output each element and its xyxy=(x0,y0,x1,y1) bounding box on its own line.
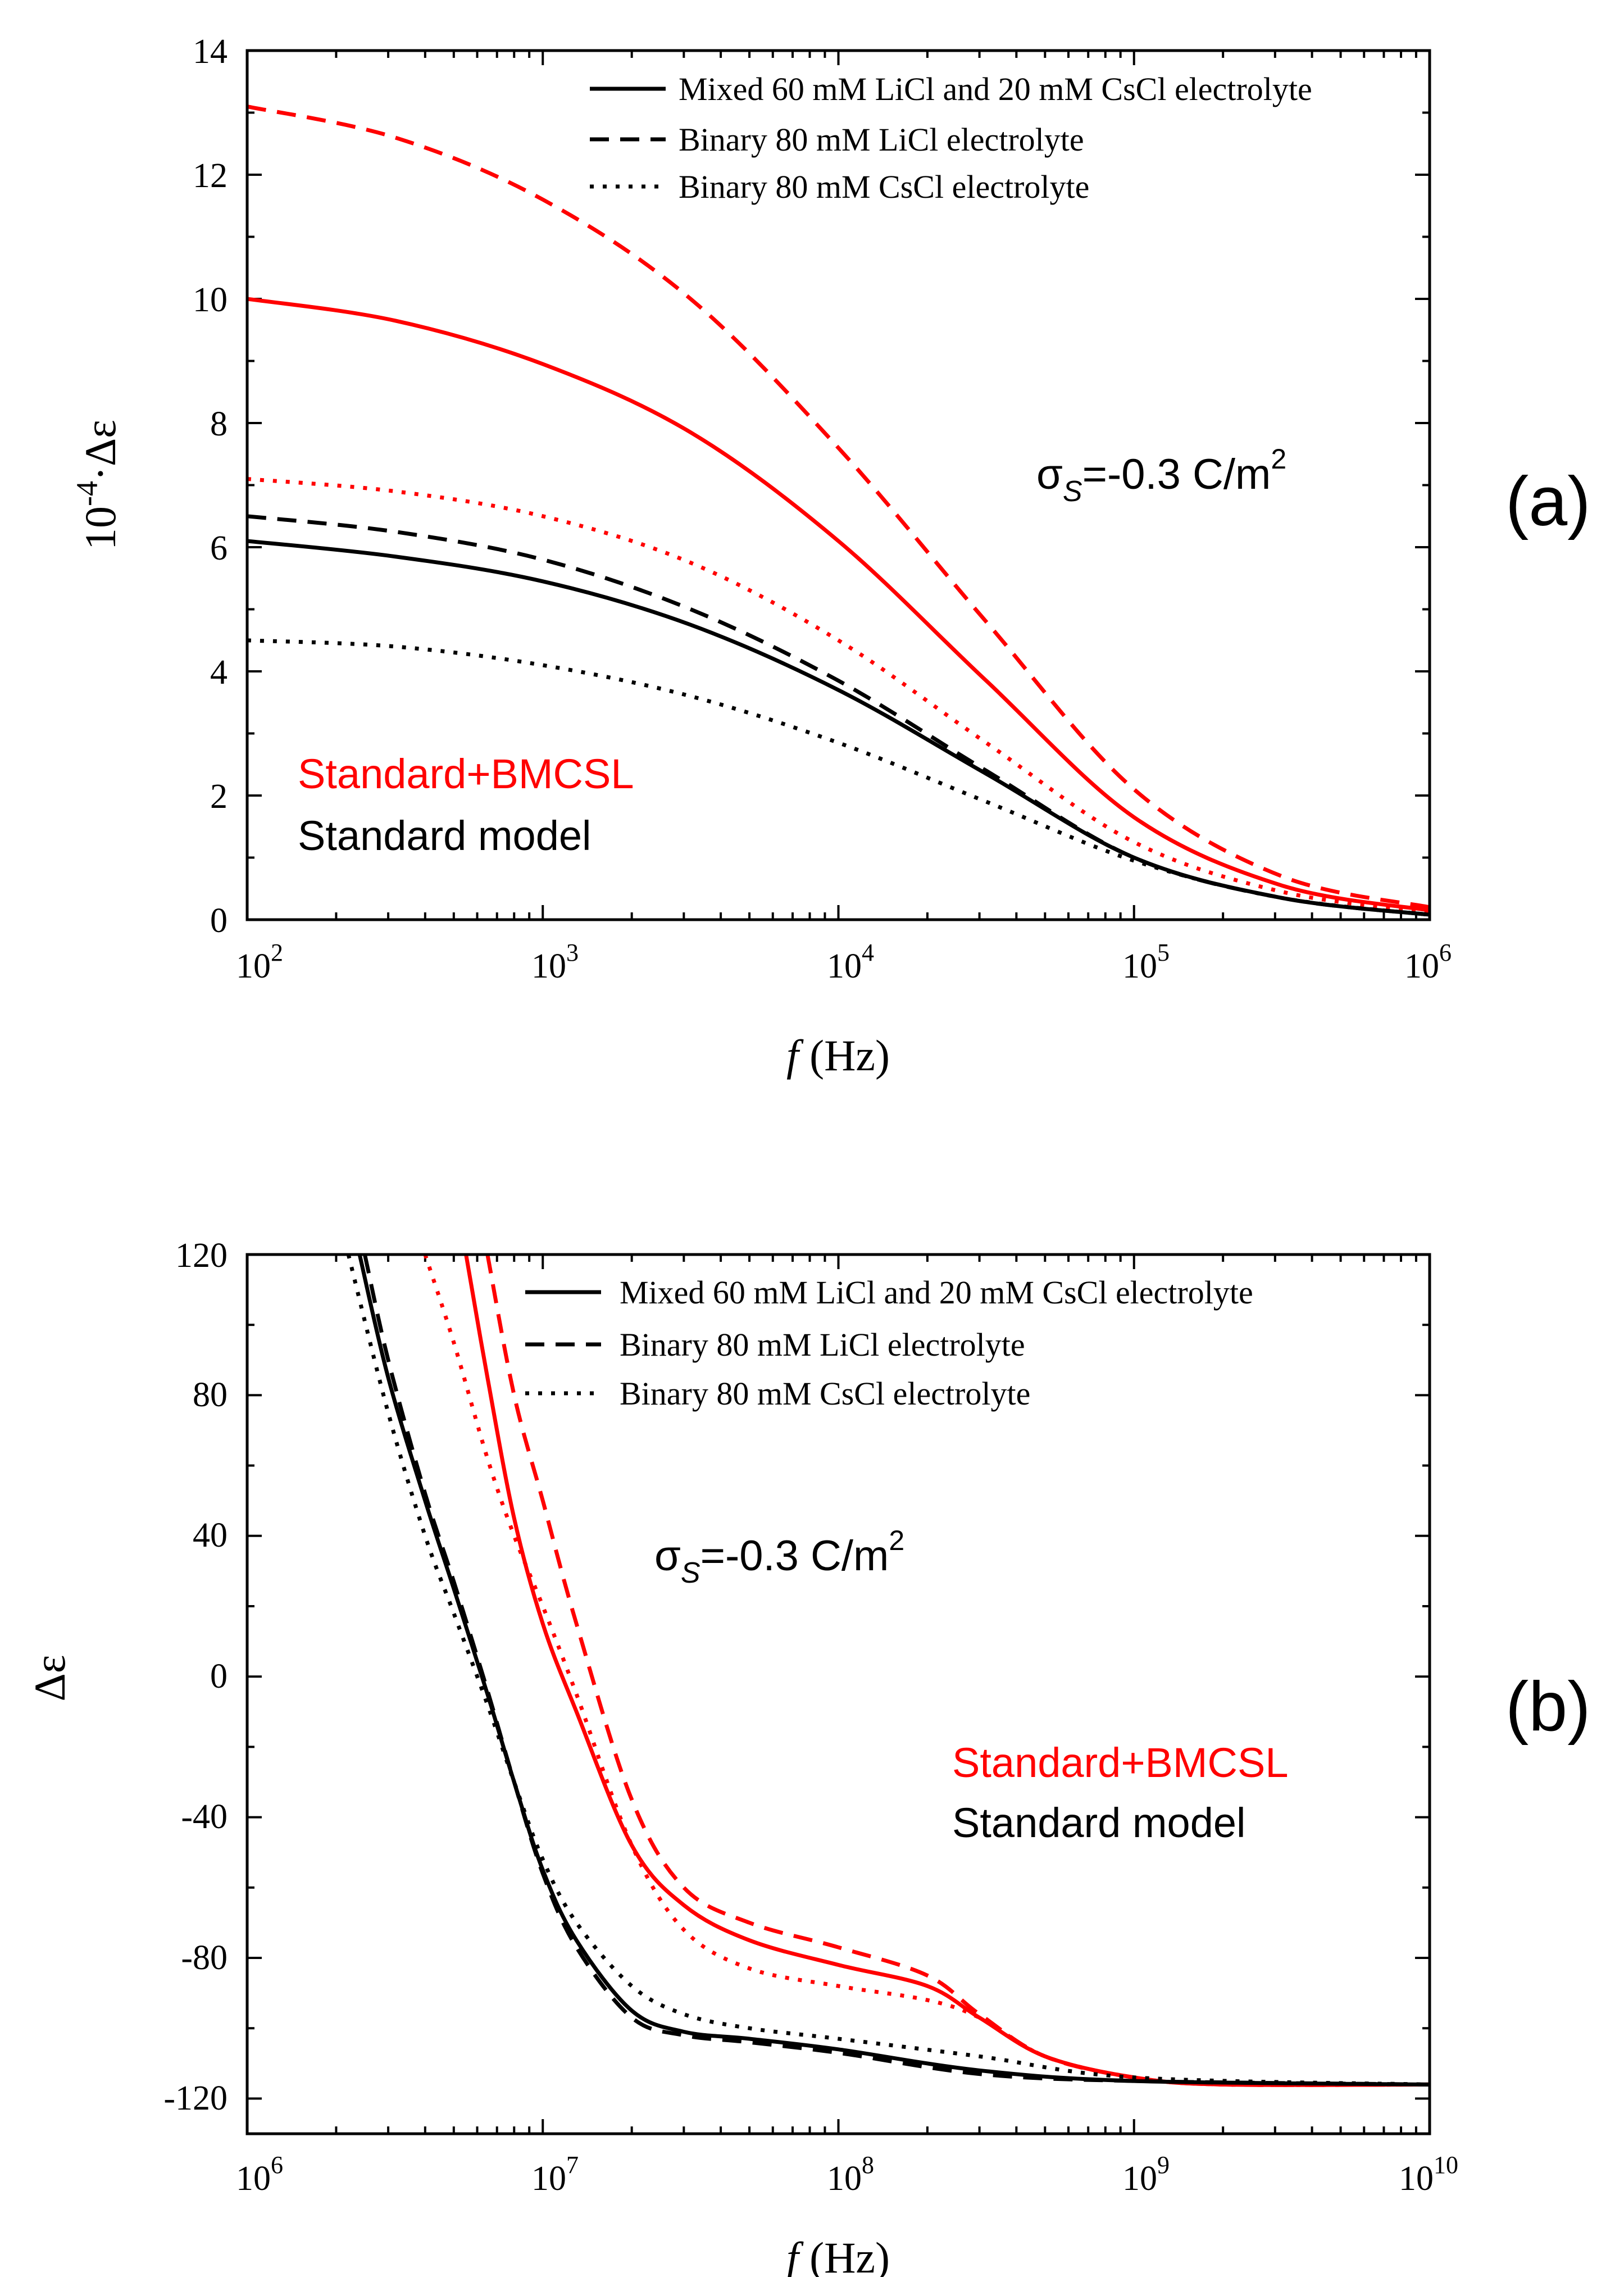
ytick-label: 4 xyxy=(210,653,228,692)
xtick-label: 108 xyxy=(827,2151,874,2198)
xtick-label: 103 xyxy=(531,939,579,985)
panel-a-model-label-bmcsl: Standard+BMCSL xyxy=(298,751,634,797)
series-line-solid-black xyxy=(357,1255,1430,2087)
panel-b-label: (b) xyxy=(1505,1668,1591,1746)
legend-label: Binary 80 mM CsCl electrolyte xyxy=(679,169,1089,205)
xtick-label: 104 xyxy=(827,939,874,985)
series-line-dotted-red xyxy=(247,477,1430,915)
ytick-label: 8 xyxy=(210,405,228,443)
ytick-label: 14 xyxy=(193,33,228,71)
panel-a-xtick-labels: 102 103 104 105 106 xyxy=(236,939,1452,985)
panel-b-xtick-labels: 106 107 108 109 1010 xyxy=(236,2151,1458,2198)
panel-a-sigma-annotation: σS=-0.3 C/m2 xyxy=(1036,443,1286,508)
legend-label: Binary 80 mM CsCl electrolyte xyxy=(620,1375,1030,1412)
xtick-label: 106 xyxy=(236,2151,283,2198)
xtick-label: 1010 xyxy=(1399,2151,1458,2198)
ytick-label: 80 xyxy=(193,1376,228,1414)
panel-b-ytick-labels: -120 -80 -40 0 40 80 120 xyxy=(163,1237,228,2117)
ytick-label: 10 xyxy=(193,281,228,319)
panel-a-x-axis-title: f (Hz) xyxy=(786,1031,890,1080)
ytick-label: 40 xyxy=(193,1516,228,1555)
ytick-label: 12 xyxy=(193,157,228,195)
ytick-label: 2 xyxy=(210,778,228,816)
xtick-label: 105 xyxy=(1122,939,1170,985)
series-line-dashed-red xyxy=(247,104,1430,910)
legend-label: Mixed 60 mM LiCl and 20 mM CsCl electrol… xyxy=(679,71,1312,107)
panel-b-legend: Mixed 60 mM LiCl and 20 mM CsCl electrol… xyxy=(525,1274,1253,1412)
panel-b-x-axis-title: f (Hz) xyxy=(786,2233,890,2277)
xtick-label: 107 xyxy=(531,2151,579,2198)
panel-b-sigma-annotation: σS=-0.3 C/m2 xyxy=(654,1525,904,1589)
series-line-dashed-red xyxy=(485,1255,1430,2087)
panel-b-model-label-bmcsl: Standard+BMCSL xyxy=(952,1739,1289,1786)
legend-label: Binary 80 mM LiCl electrolyte xyxy=(679,121,1084,158)
panel-b-frame xyxy=(245,1253,1431,2135)
panel-a-label: (a) xyxy=(1505,463,1591,540)
legend-label: Mixed 60 mM LiCl and 20 mM CsCl electrol… xyxy=(620,1274,1253,1311)
series-line-solid-red xyxy=(247,297,1430,912)
legend-label: Binary 80 mM LiCl electrolyte xyxy=(620,1326,1025,1363)
ytick-label: 6 xyxy=(210,529,228,567)
ytick-label: -120 xyxy=(163,2079,228,2117)
ytick-label: 0 xyxy=(210,1657,228,1696)
xtick-label: 102 xyxy=(236,939,283,985)
panel-a-y-axis-title: 10-4·Δε xyxy=(70,420,125,550)
ytick-label: -40 xyxy=(181,1798,228,1836)
series-line-dotted-black xyxy=(247,638,1430,917)
panel-b-y-axis-title: Δε xyxy=(25,1655,74,1702)
ytick-label: 120 xyxy=(175,1237,228,1275)
panel-b-series-group xyxy=(346,1255,1430,2087)
xtick-label: 109 xyxy=(1122,2151,1170,2198)
xtick-label: 106 xyxy=(1404,939,1452,985)
panel-b-model-label-standard: Standard model xyxy=(952,1799,1245,1846)
panel-a-model-label-standard: Standard model xyxy=(298,812,591,859)
panel-a-series-group xyxy=(247,104,1430,917)
panel-a-legend: Mixed 60 mM LiCl and 20 mM CsCl electrol… xyxy=(590,71,1312,205)
series-line-dashed-black xyxy=(362,1255,1430,2087)
ytick-label: -80 xyxy=(181,1939,228,1977)
ytick-label: 0 xyxy=(210,902,228,940)
panel-a-ytick-labels: 0 2 4 6 8 10 12 14 xyxy=(193,33,228,940)
panel-a: 0 2 4 6 8 10 12 14 102 103 104 105 106 f… xyxy=(70,33,1591,1080)
panel-a-frame xyxy=(245,49,1431,921)
panel-b: -120 -80 -40 0 40 80 120 106 107 108 109… xyxy=(25,1237,1591,2277)
